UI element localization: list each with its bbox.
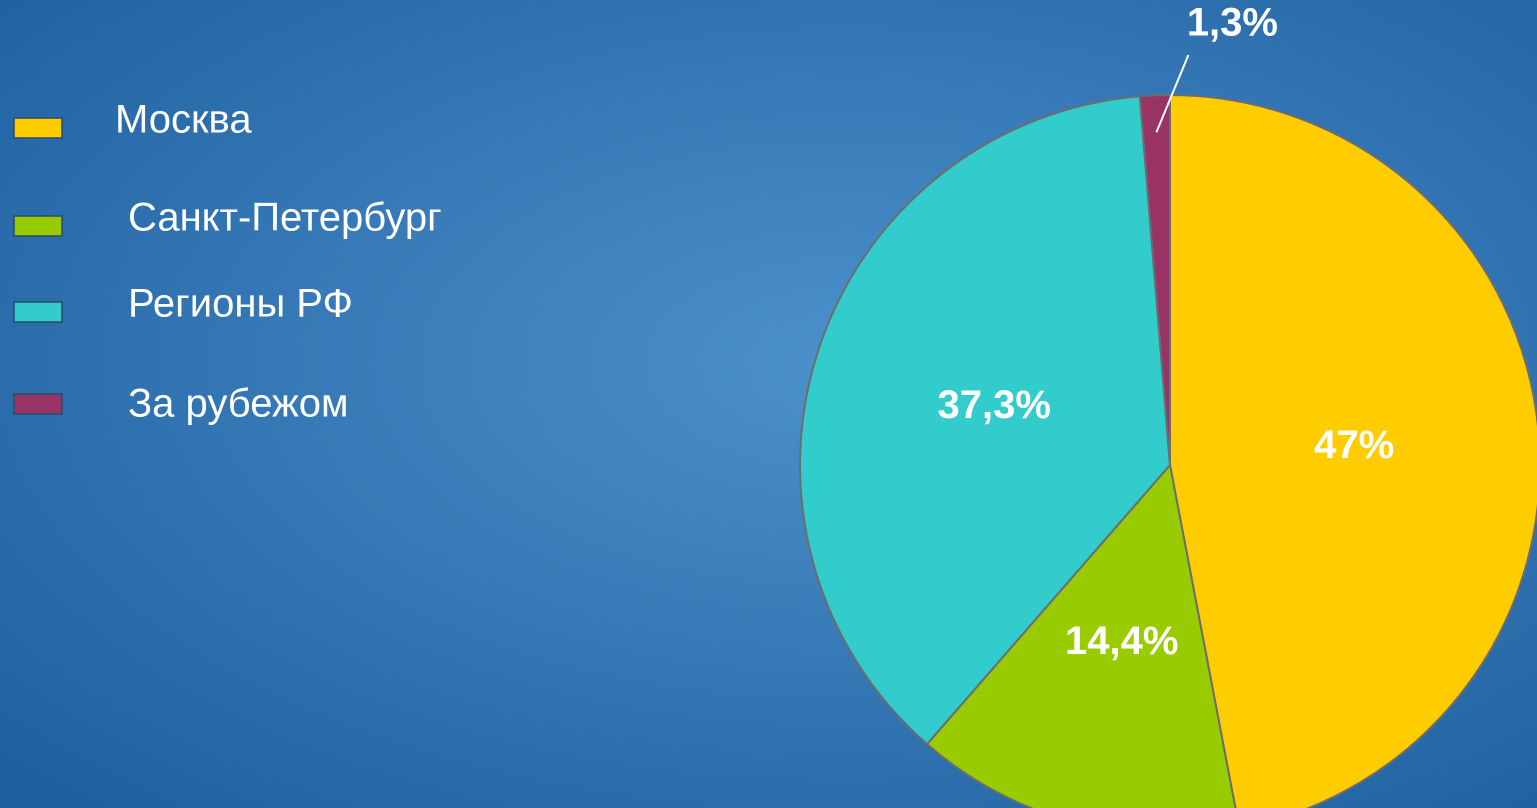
legend-text: Регионы РФ [128,282,353,326]
legend-text: Санкт-Петербург [128,196,442,240]
legend-swatch [13,215,63,237]
legend-swatch [13,393,63,415]
legend-text: За рубежом [128,382,349,426]
legend-swatch [13,301,63,323]
legend-text: Москва [115,98,252,142]
value-label: 14,4% [1065,619,1178,663]
leader-line [1155,54,1190,133]
pie-slice [925,462,1237,808]
value-label: 37,3% [938,383,1051,427]
value-label: 47% [1314,423,1394,467]
pie-slice [1169,93,1537,808]
pie-slice [1138,93,1171,466]
legend-swatch [13,117,63,139]
pie-slice [799,95,1172,746]
value-label: 1,3% [1187,1,1278,45]
